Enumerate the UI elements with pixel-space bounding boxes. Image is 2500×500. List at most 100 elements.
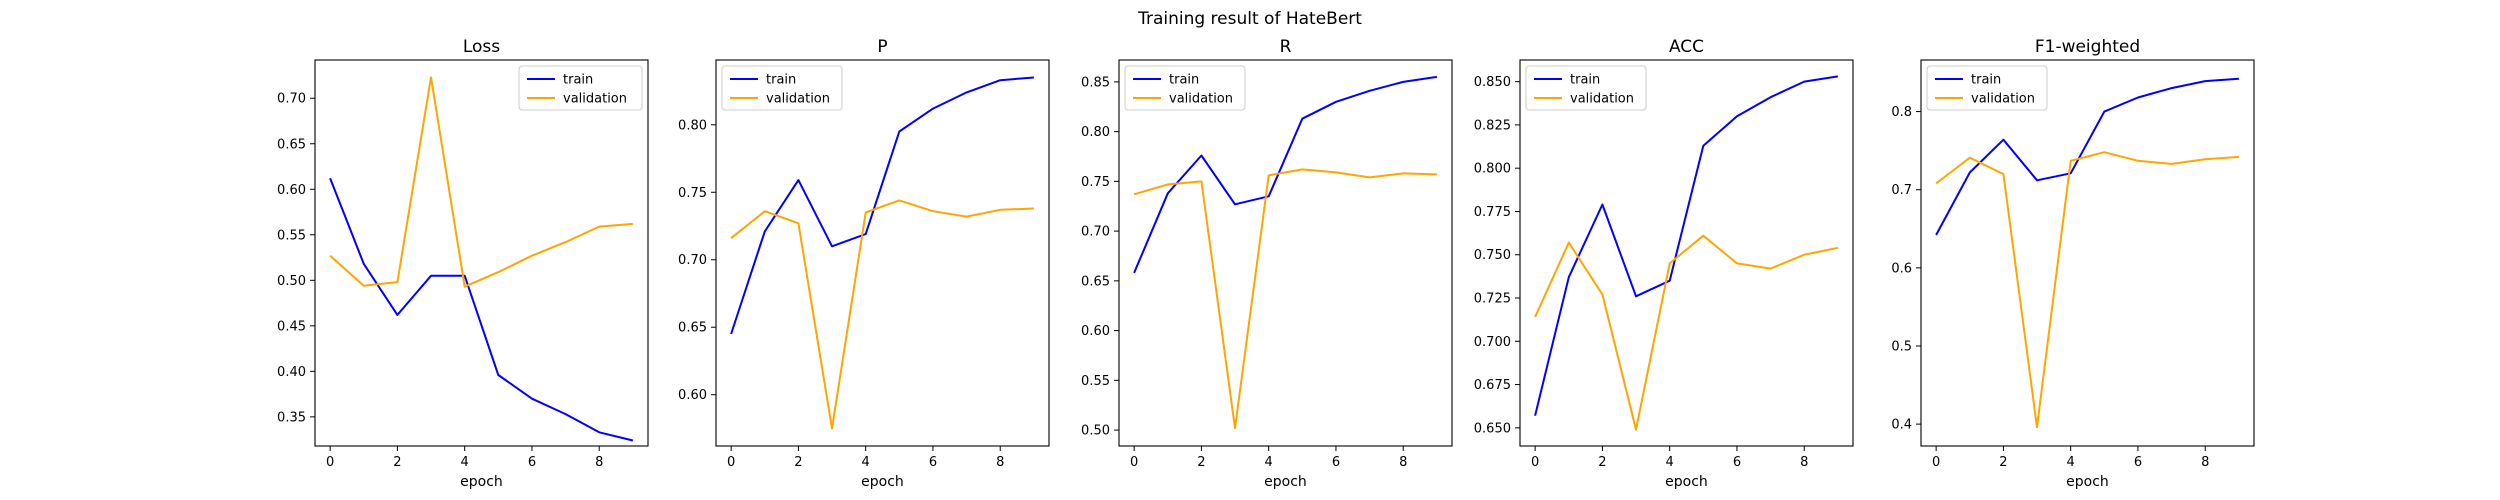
axes-frame xyxy=(1118,59,1453,447)
series-line-validation xyxy=(1133,168,1437,430)
y-tick-label: 0.675 xyxy=(1474,378,1511,393)
legend: train validation xyxy=(1124,65,1246,111)
y-tick-label: 0.725 xyxy=(1474,292,1511,307)
y-tick-label: 0.35 xyxy=(277,410,306,425)
x-tick-label: 6 xyxy=(2134,455,2142,470)
x-tick-label: 8 xyxy=(996,455,1004,470)
x-tick-label: 4 xyxy=(1666,455,1674,470)
x-tick-label: 8 xyxy=(2201,455,2209,470)
y-tick-label: 0.775 xyxy=(1474,205,1511,220)
y-tick-label: 0.7 xyxy=(1891,183,1912,198)
axes-frame xyxy=(715,59,1050,447)
series-line-train xyxy=(730,76,1034,335)
subplot-loss: Loss 0 2 4 6 8 epoch 0.35 0.40 0.45 0.50 0.55 0.60 0.… xyxy=(277,37,649,490)
x-axis-label: epoch xyxy=(1264,474,1307,490)
y-tick-label: 0.70 xyxy=(678,253,707,268)
x-tick-label: 4 xyxy=(1265,455,1273,470)
axes-frame xyxy=(1519,59,1854,447)
subplot-title: P xyxy=(877,37,887,57)
y-tick-label: 0.65 xyxy=(1081,274,1110,289)
y-tick-label: 0.70 xyxy=(1081,225,1110,240)
series-line-train xyxy=(329,177,634,442)
x-tick-label: 8 xyxy=(595,455,603,470)
series-line-validation xyxy=(730,199,1034,430)
legend-label-train: train xyxy=(1971,73,2001,88)
x-tick-label: 0 xyxy=(1932,455,1940,470)
y-tick-label: 0.85 xyxy=(1081,75,1110,90)
y-tick-label: 0.8 xyxy=(1891,105,1912,120)
series-line-validation xyxy=(1935,151,2239,429)
y-tick-label: 0.40 xyxy=(277,365,306,380)
y-tick-label: 0.800 xyxy=(1474,162,1511,177)
subplot-p: P 0 2 4 6 8 epoch 0.60 0.65 0.70 0.75 0.80 train vali… xyxy=(678,37,1050,490)
x-axis-label: epoch xyxy=(861,474,904,490)
x-tick-label: 6 xyxy=(528,455,536,470)
legend-label-validation: validation xyxy=(1971,92,2035,107)
legend: train validation xyxy=(1525,65,1647,111)
x-tick-label: 8 xyxy=(1800,455,1808,470)
figure-suptitle: Training result of HateBert xyxy=(1137,9,1362,29)
y-tick-label: 0.850 xyxy=(1474,75,1511,90)
x-tick-label: 2 xyxy=(1197,455,1205,470)
legend: train validation xyxy=(721,65,843,111)
x-tick-label: 6 xyxy=(929,455,937,470)
legend-label-train: train xyxy=(1570,73,1600,88)
legend-label-train: train xyxy=(1169,73,1199,88)
y-tick-label: 0.70 xyxy=(277,92,306,107)
y-tick-label: 0.6 xyxy=(1891,261,1912,276)
x-tick-label: 6 xyxy=(1733,455,1741,470)
axes-frame xyxy=(1920,59,2255,447)
y-tick-label: 0.55 xyxy=(1081,374,1110,389)
legend: train validation xyxy=(518,65,643,111)
series-line-validation xyxy=(329,76,633,288)
legend: train validation xyxy=(1926,65,2048,111)
x-tick-label: 4 xyxy=(862,455,870,470)
y-tick-label: 0.75 xyxy=(1081,175,1110,190)
y-tick-label: 0.50 xyxy=(1081,424,1110,439)
x-tick-label: 4 xyxy=(2067,455,2075,470)
x-tick-label: 2 xyxy=(1598,455,1606,470)
legend-label-train: train xyxy=(766,73,796,88)
x-tick-label: 8 xyxy=(1399,455,1407,470)
y-tick-label: 0.4 xyxy=(1891,418,1912,433)
series-line-train xyxy=(1133,75,1438,274)
subplot-acc: ACC 0 2 4 6 8 epoch 0.650 0.675 0.700 0.725 0.750 0.… xyxy=(1474,37,1854,490)
subplot-r: R 0 2 4 6 8 epoch 0.50 0.55 0.60 0.65 0.70 0.75 0.80 0… xyxy=(1081,37,1453,490)
x-tick-label: 4 xyxy=(461,455,469,470)
legend-label-validation: validation xyxy=(1169,92,1233,107)
x-axis-label: epoch xyxy=(460,474,503,490)
x-axis-label: epoch xyxy=(1665,474,1708,490)
y-tick-label: 0.60 xyxy=(678,388,707,403)
subplot-title: R xyxy=(1280,37,1292,57)
series-line-validation xyxy=(1534,234,1839,431)
subplot-f1-weighted: F1-weighted 0 2 4 6 8 epoch 0.4 0.5 0.6 0.7 0.8 trai… xyxy=(1891,37,2255,490)
legend-label-validation: validation xyxy=(766,92,830,107)
y-tick-label: 0.60 xyxy=(1081,324,1110,339)
y-tick-label: 0.75 xyxy=(678,186,707,201)
y-tick-label: 0.80 xyxy=(1081,125,1110,140)
x-tick-label: 0 xyxy=(1130,455,1138,470)
x-tick-label: 2 xyxy=(1999,455,2007,470)
axes-frame xyxy=(314,59,649,447)
series-line-train xyxy=(1935,77,2239,236)
series-line-train xyxy=(1534,75,1839,416)
y-tick-label: 0.55 xyxy=(277,228,306,243)
legend-label-validation: validation xyxy=(563,92,627,107)
x-tick-label: 0 xyxy=(727,455,735,470)
x-tick-label: 0 xyxy=(326,455,334,470)
y-tick-label: 0.45 xyxy=(277,319,306,334)
y-tick-label: 0.65 xyxy=(277,137,306,152)
y-tick-label: 0.825 xyxy=(1474,118,1511,133)
x-tick-label: 6 xyxy=(1332,455,1340,470)
x-tick-label: 2 xyxy=(393,455,401,470)
y-tick-label: 0.65 xyxy=(678,321,707,336)
y-tick-label: 0.60 xyxy=(277,183,306,198)
subplot-title: Loss xyxy=(463,37,500,57)
legend-label-train: train xyxy=(563,73,593,88)
y-tick-label: 0.700 xyxy=(1474,335,1511,350)
y-tick-label: 0.650 xyxy=(1474,421,1511,436)
y-tick-label: 0.5 xyxy=(1891,339,1912,354)
